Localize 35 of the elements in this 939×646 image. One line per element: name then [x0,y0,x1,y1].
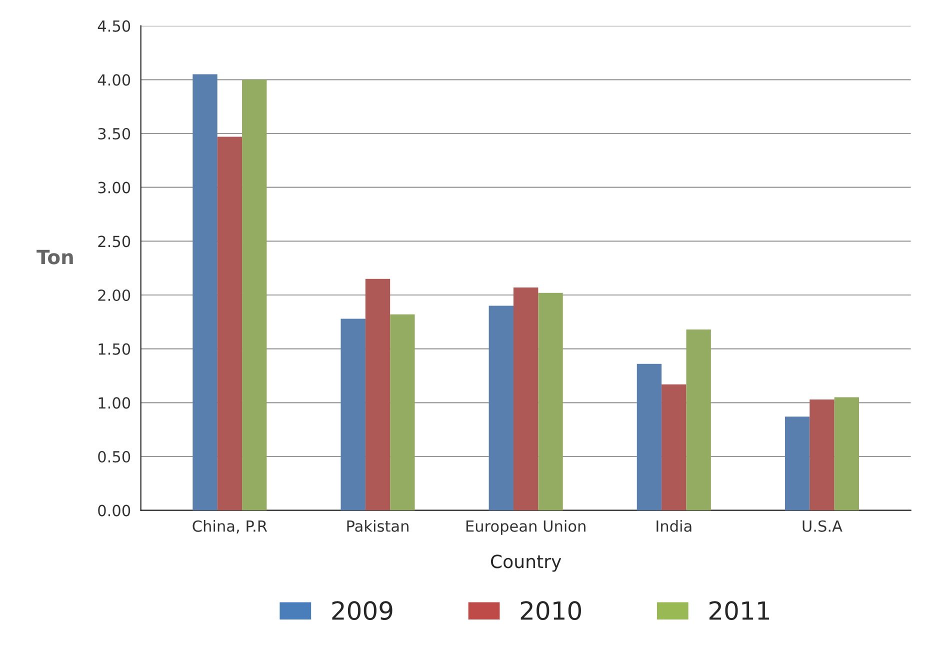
y-tick-label: 0.00 [98,504,130,516]
bar [365,278,390,510]
y-tick-label: 3.50 [98,128,130,140]
bar [514,287,538,510]
y-tick-label: 1.00 [98,397,130,409]
bar [192,74,218,510]
y-tick-label: 2.50 [98,236,130,248]
y-tick-label: 4.50 [98,20,130,32]
x-tick-label: European Union [466,520,586,535]
bar [242,80,267,510]
bar [810,399,834,510]
bar [538,292,563,510]
bar [834,397,860,510]
x-tick-label: China, P.R [192,520,268,534]
bar [217,136,242,510]
bar [662,384,686,510]
y-tick-label: 0.50 [98,450,130,463]
x-axis-title: Country [490,554,562,572]
x-tick-label: India [656,520,692,532]
bar [636,364,662,510]
y-tick-label: 3.00 [98,182,130,194]
legend-label: 2010 [520,601,581,620]
legend-label: 2011 [709,601,769,620]
y-tick-label: 2.00 [98,289,130,302]
y-tick-label: 4.00 [98,74,130,86]
bar [488,306,514,510]
legend-label: 2009 [332,601,392,620]
bar [390,314,415,510]
bar [686,329,711,510]
bar [340,318,366,510]
x-tick-label: Pakistan [347,520,408,532]
y-axis-title: Ton [36,250,73,264]
y-tick-label: 1.50 [98,343,130,355]
x-tick-label: U.S.A [802,520,842,532]
bar [784,416,810,510]
